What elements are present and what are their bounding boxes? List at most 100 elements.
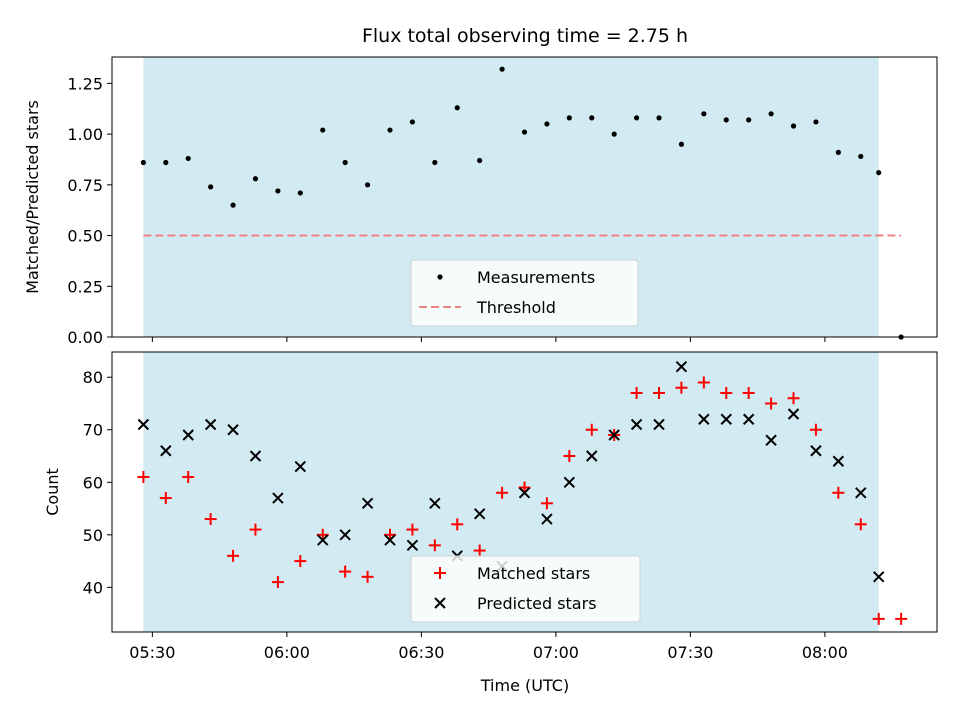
predicted-star-marker: [160, 445, 172, 457]
predicted-star-marker: [339, 529, 351, 541]
matched-star-marker: [249, 523, 262, 536]
measurement-point: [297, 190, 303, 196]
matched-star-marker: [872, 612, 885, 625]
measurement-point: [813, 119, 819, 125]
matched-star-marker: [787, 392, 800, 405]
measurement-point: [835, 149, 841, 155]
matched-star-points: [137, 376, 908, 625]
predicted-star-marker: [832, 455, 845, 467]
matched-star-marker: [473, 544, 486, 557]
y-tick-label: 1.00: [67, 125, 103, 144]
matched-star-marker: [742, 386, 755, 399]
measurement-point: [454, 105, 460, 111]
measurement-points: [140, 66, 904, 340]
matched-star-marker: [182, 471, 195, 484]
measurement-point: [723, 117, 729, 123]
y-tick-label: 80: [83, 368, 103, 387]
matched-star-marker: [895, 612, 908, 625]
measurement-point: [140, 159, 146, 166]
ratio-legend: Measurements Threshold: [410, 259, 639, 327]
y-tick-label: 1.25: [67, 74, 103, 93]
predicted-star-marker: [227, 424, 239, 436]
measurement-point: [342, 159, 348, 166]
matched-star-marker: [854, 518, 867, 531]
matched-star-marker: [765, 397, 778, 410]
measurement-point: [876, 170, 882, 176]
measurement-point: [633, 115, 640, 121]
predicted-star-marker: [384, 534, 396, 546]
predicted-star-marker: [406, 539, 419, 552]
x-tick-label: 06:00: [264, 643, 310, 662]
matched-star-marker: [204, 513, 217, 526]
predicted-star-marker: [473, 508, 486, 520]
y-tick-label: 60: [83, 473, 103, 492]
x-tick-label: 07:00: [533, 643, 579, 662]
predicted-star-marker: [541, 513, 553, 525]
predicted-star-marker: [182, 429, 194, 441]
measurement-point: [364, 182, 371, 188]
measurement-point: [499, 66, 505, 72]
y-tick-label: 50: [83, 526, 103, 545]
predicted-star-marker: [765, 434, 777, 446]
measurement-point: [678, 141, 685, 147]
predicted-star-marker: [787, 408, 800, 420]
matched-star-marker: [720, 386, 733, 399]
predicted-star-marker: [720, 413, 732, 425]
matched-star-marker: [361, 570, 374, 583]
predicted-star-marker: [698, 413, 710, 425]
count-legend: Matched stars Predicted stars: [410, 555, 641, 623]
measurement-point: [544, 121, 550, 127]
measurement-point: [252, 176, 259, 182]
measurement-point: [208, 184, 214, 190]
measurement-point: [409, 119, 416, 125]
measurement-point: [387, 127, 393, 133]
ratio-y-ticks: 0.00 0.25 0.50 0.75 1.00 1.25: [67, 74, 112, 347]
matched-star-marker: [540, 497, 553, 510]
y-tick-label: 0.25: [67, 277, 103, 296]
count-y-axis-label: Count: [43, 468, 62, 516]
legend-predicted-label: Predicted stars: [477, 594, 597, 613]
x-tick-label: 08:00: [802, 643, 848, 662]
measurement-point: [185, 155, 191, 162]
measurement-point: [768, 111, 774, 117]
predicted-star-marker: [361, 497, 374, 510]
predicted-star-marker: [294, 460, 307, 473]
measurement-point: [746, 117, 752, 123]
x-tick-label: 05:30: [129, 643, 175, 662]
count-y-ticks: 40 50 60 70 80: [83, 368, 112, 597]
predicted-star-marker: [855, 487, 867, 499]
legend-matched-label: Matched stars: [477, 564, 590, 583]
matched-star-marker: [496, 486, 509, 499]
measurement-point: [858, 153, 864, 160]
predicted-star-marker: [810, 445, 822, 457]
predicted-star-marker: [630, 418, 643, 431]
matched-star-marker: [451, 518, 464, 531]
predicted-star-marker: [873, 571, 885, 583]
predicted-star-marker: [317, 534, 329, 546]
count-x-ticks: 05:30 06:00 06:30 07:00 07:30 08:00: [129, 632, 848, 662]
matched-star-marker: [406, 523, 419, 536]
matched-star-marker: [809, 423, 822, 436]
measurement-point: [320, 127, 326, 133]
matched-star-marker: [653, 386, 666, 399]
measurement-point: [656, 115, 662, 121]
matched-star-marker: [137, 471, 150, 484]
count-panel: 40 50 60 70 80 05:30 06:00 06:30 07:00 07:30 08:0…: [43, 351, 938, 662]
predicted-star-marker: [249, 450, 262, 462]
matched-star-marker: [832, 486, 845, 499]
matched-star-marker: [585, 423, 598, 436]
predicted-star-marker: [518, 487, 531, 499]
matched-star-marker: [271, 576, 284, 589]
predicted-star-marker: [429, 497, 441, 510]
matched-star-marker: [227, 549, 240, 562]
predicted-star-points: [137, 361, 885, 583]
y-tick-label: 0.00: [67, 328, 103, 347]
legend-predicted-marker: [434, 597, 446, 609]
measurement-point: [701, 111, 707, 117]
measurement-point: [611, 131, 617, 137]
matched-star-marker: [563, 450, 576, 463]
legend-matched-marker: [434, 567, 446, 579]
predicted-star-marker: [204, 418, 217, 431]
legend-measurements-label: Measurements: [477, 268, 595, 287]
